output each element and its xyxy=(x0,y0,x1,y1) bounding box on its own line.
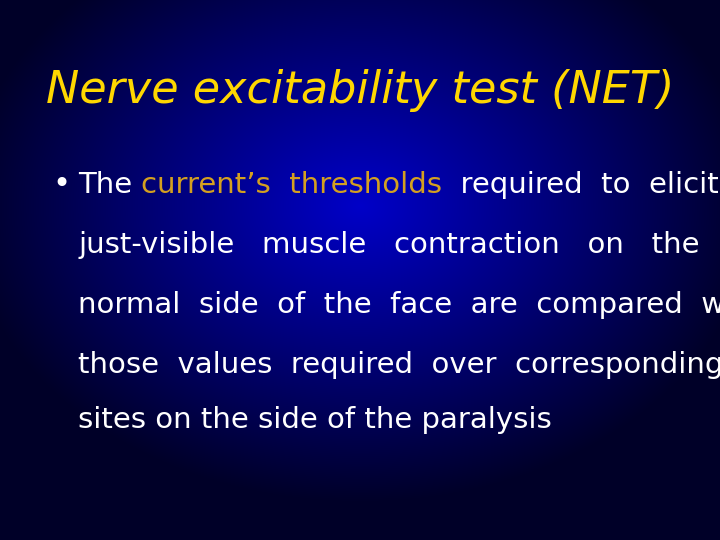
Text: those  values  required  over  corresponding: those values required over corresponding xyxy=(78,351,720,379)
Text: The: The xyxy=(78,171,141,199)
Text: sites on the side of the paralysis: sites on the side of the paralysis xyxy=(78,406,552,434)
Text: normal  side  of  the  face  are  compared  with: normal side of the face are compared wit… xyxy=(78,291,720,319)
Text: required  to  elicit: required to elicit xyxy=(442,171,719,199)
Text: Nerve excitability test (NET): Nerve excitability test (NET) xyxy=(46,69,674,111)
Text: just-visible   muscle   contraction   on   the: just-visible muscle contraction on the xyxy=(78,231,700,259)
Text: current’s  thresholds: current’s thresholds xyxy=(141,171,442,199)
Text: •: • xyxy=(52,171,70,199)
